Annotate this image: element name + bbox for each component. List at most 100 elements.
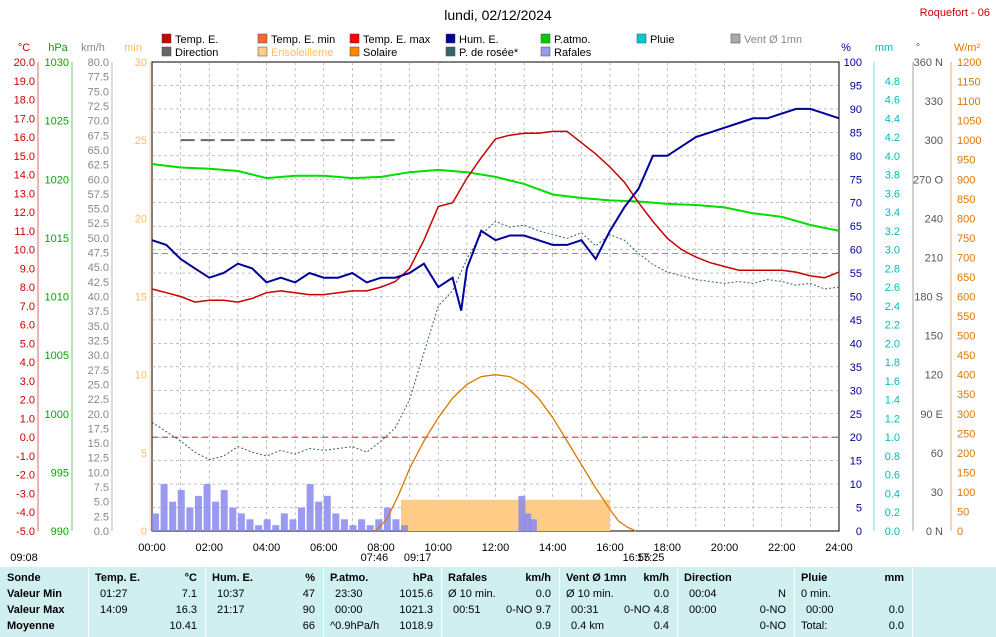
- rafales-max-time: 00:51: [453, 604, 481, 616]
- kmh-tick-label: 70.0: [88, 116, 109, 128]
- kmh-tick-label: 20.0: [88, 409, 109, 421]
- rafales-bar: [524, 513, 532, 531]
- rafales-bar: [272, 525, 280, 531]
- temperature-line: [151, 130, 840, 303]
- mm-tick-label: 4.4: [885, 113, 900, 125]
- percent-tick-label: 100: [844, 57, 862, 69]
- pluie-unit: mm: [884, 572, 904, 584]
- legend-label: Direction: [175, 47, 218, 59]
- legend-swatch: [161, 46, 172, 57]
- time-tick-label: 22:00: [768, 542, 796, 554]
- hum-avg-value: 66: [302, 620, 315, 632]
- hpa-tick-label: 1000: [45, 409, 69, 421]
- vent-max-value: 4.8: [653, 604, 669, 616]
- kmh-tick-label: 25.0: [88, 379, 109, 391]
- degrees-tick-label: 120: [925, 370, 943, 382]
- minutes-tick-label: 10: [135, 370, 147, 382]
- legend-label: Temp. E.: [175, 34, 218, 46]
- temp-tick-label: 17.0: [14, 113, 35, 125]
- wm2-tick-label: 350: [957, 389, 975, 401]
- wm2-tick-label: 50: [957, 506, 969, 518]
- percent-tick-label: 55: [850, 268, 862, 280]
- direction-value-1: N: [778, 588, 786, 600]
- temp-tick-label: 11.0: [14, 226, 35, 238]
- pressure-line: [151, 163, 840, 232]
- mm-tick-label: 3.8: [885, 170, 900, 182]
- legend-swatch: [257, 33, 268, 44]
- percent-tick-label: 65: [850, 221, 862, 233]
- degrees-tick-label: 150: [925, 331, 943, 343]
- degrees-tick-label: 330: [925, 96, 943, 108]
- minutes-tick-label: 15: [135, 292, 147, 304]
- kmh-tick-label: 52.5: [88, 218, 109, 230]
- wm2-tick-label: 700: [957, 252, 975, 264]
- rafales-unit: km/h: [525, 572, 551, 584]
- summary-col-direction: Direction 00:04 N 00:00 0-NO 0-NO: [677, 567, 795, 637]
- kmh-tick-label: 27.5: [88, 365, 109, 377]
- hpa-tick-label: 1025: [45, 116, 69, 128]
- time-tick-label: 02:00: [195, 542, 223, 554]
- temp-tick-label: 15.0: [14, 151, 35, 163]
- time-tick-label: 24:00: [825, 542, 853, 554]
- wm2-tick-label: 950: [957, 155, 975, 167]
- legend-label: Ensoleilleme: [271, 47, 333, 59]
- vent-unit: km/h: [643, 572, 669, 584]
- minutes-tick-label: 25: [135, 135, 147, 147]
- temp-axis-unit: °C: [18, 42, 30, 54]
- degrees-tick-label: 30: [931, 487, 943, 499]
- temp-tick-label: 13.0: [14, 188, 35, 200]
- wm2-tick-label: 850: [957, 194, 975, 206]
- wm2-tick-label: 200: [957, 448, 975, 460]
- kmh-tick-label: 42.5: [88, 277, 109, 289]
- mm-tick-label: 3.2: [885, 226, 900, 238]
- wm2-tick-label: 500: [957, 331, 975, 343]
- patm-trend: ^0.9hPa/h: [330, 620, 380, 632]
- hum-min-time: 10:37: [217, 588, 245, 600]
- percent-axis-unit: %: [841, 42, 851, 54]
- row-label-avg: Moyenne: [7, 620, 55, 632]
- mm-tick-label: 0.8: [885, 451, 900, 463]
- percent-tick-label: 25: [850, 409, 862, 421]
- dew-point-line: [151, 220, 840, 461]
- kmh-tick-label: 32.5: [88, 335, 109, 347]
- percent-tick-label: 30: [850, 385, 862, 397]
- summary-col-vent: Vent Ø 1mn km/h Ø 10 min. 0.0 00:31 0-NO 4.8…: [559, 567, 678, 637]
- kmh-tick-label: 47.5: [88, 248, 109, 260]
- kmh-tick-label: 17.5: [88, 423, 109, 435]
- sun-marker-label: 07:46: [361, 552, 389, 564]
- wm2-tick-label: 100: [957, 487, 975, 499]
- rafales-bar: [401, 525, 409, 531]
- kmh-tick-label: 5.0: [94, 497, 109, 509]
- minutes-tick-label: 20: [135, 213, 147, 225]
- kmh-tick-label: 40.0: [88, 292, 109, 304]
- wm2-tick-label: 400: [957, 370, 975, 382]
- degrees-tick-label: 180 S: [914, 292, 943, 304]
- kmh-tick-label: 75.0: [88, 86, 109, 98]
- percent-tick-label: 10: [850, 479, 862, 491]
- vent-10min-value: 0.0: [653, 588, 669, 600]
- temp-tick-label: 0.0: [20, 432, 35, 444]
- wm2-tick-label: 1050: [957, 116, 981, 128]
- legend-swatch: [730, 33, 741, 44]
- temp-tick-label: -4.0: [16, 507, 35, 519]
- legend-label: Temp. E. min: [271, 34, 335, 46]
- vent-header: Vent Ø 1mn: [566, 572, 627, 584]
- rafales-bar: [246, 519, 254, 531]
- temp-tick-label: 7.0: [20, 301, 35, 313]
- percent-tick-label: 80: [850, 151, 862, 163]
- minutes-axis-unit: min: [124, 42, 142, 54]
- time-tick-label: 18:00: [653, 542, 681, 554]
- mm-tick-label: 2.4: [885, 301, 900, 313]
- summary-col-pluie: Pluie mm 0 min. 00:00 0.0 Total: 0.0: [794, 567, 913, 637]
- time-tick-label: 08:00: [367, 542, 395, 554]
- degrees-tick-label: 210: [925, 252, 943, 264]
- legend-label: Temp. E. max: [363, 34, 431, 46]
- temp-avg-value: 10.41: [169, 620, 197, 632]
- wm2-tick-label: 750: [957, 233, 975, 245]
- kmh-tick-label: 55.0: [88, 204, 109, 216]
- percent-tick-label: 90: [850, 104, 862, 116]
- rafales-bar: [306, 484, 314, 531]
- temp-max-value: 16.3: [175, 604, 197, 616]
- rafales-bar: [212, 501, 220, 531]
- legend-label: Hum. E.: [459, 34, 499, 46]
